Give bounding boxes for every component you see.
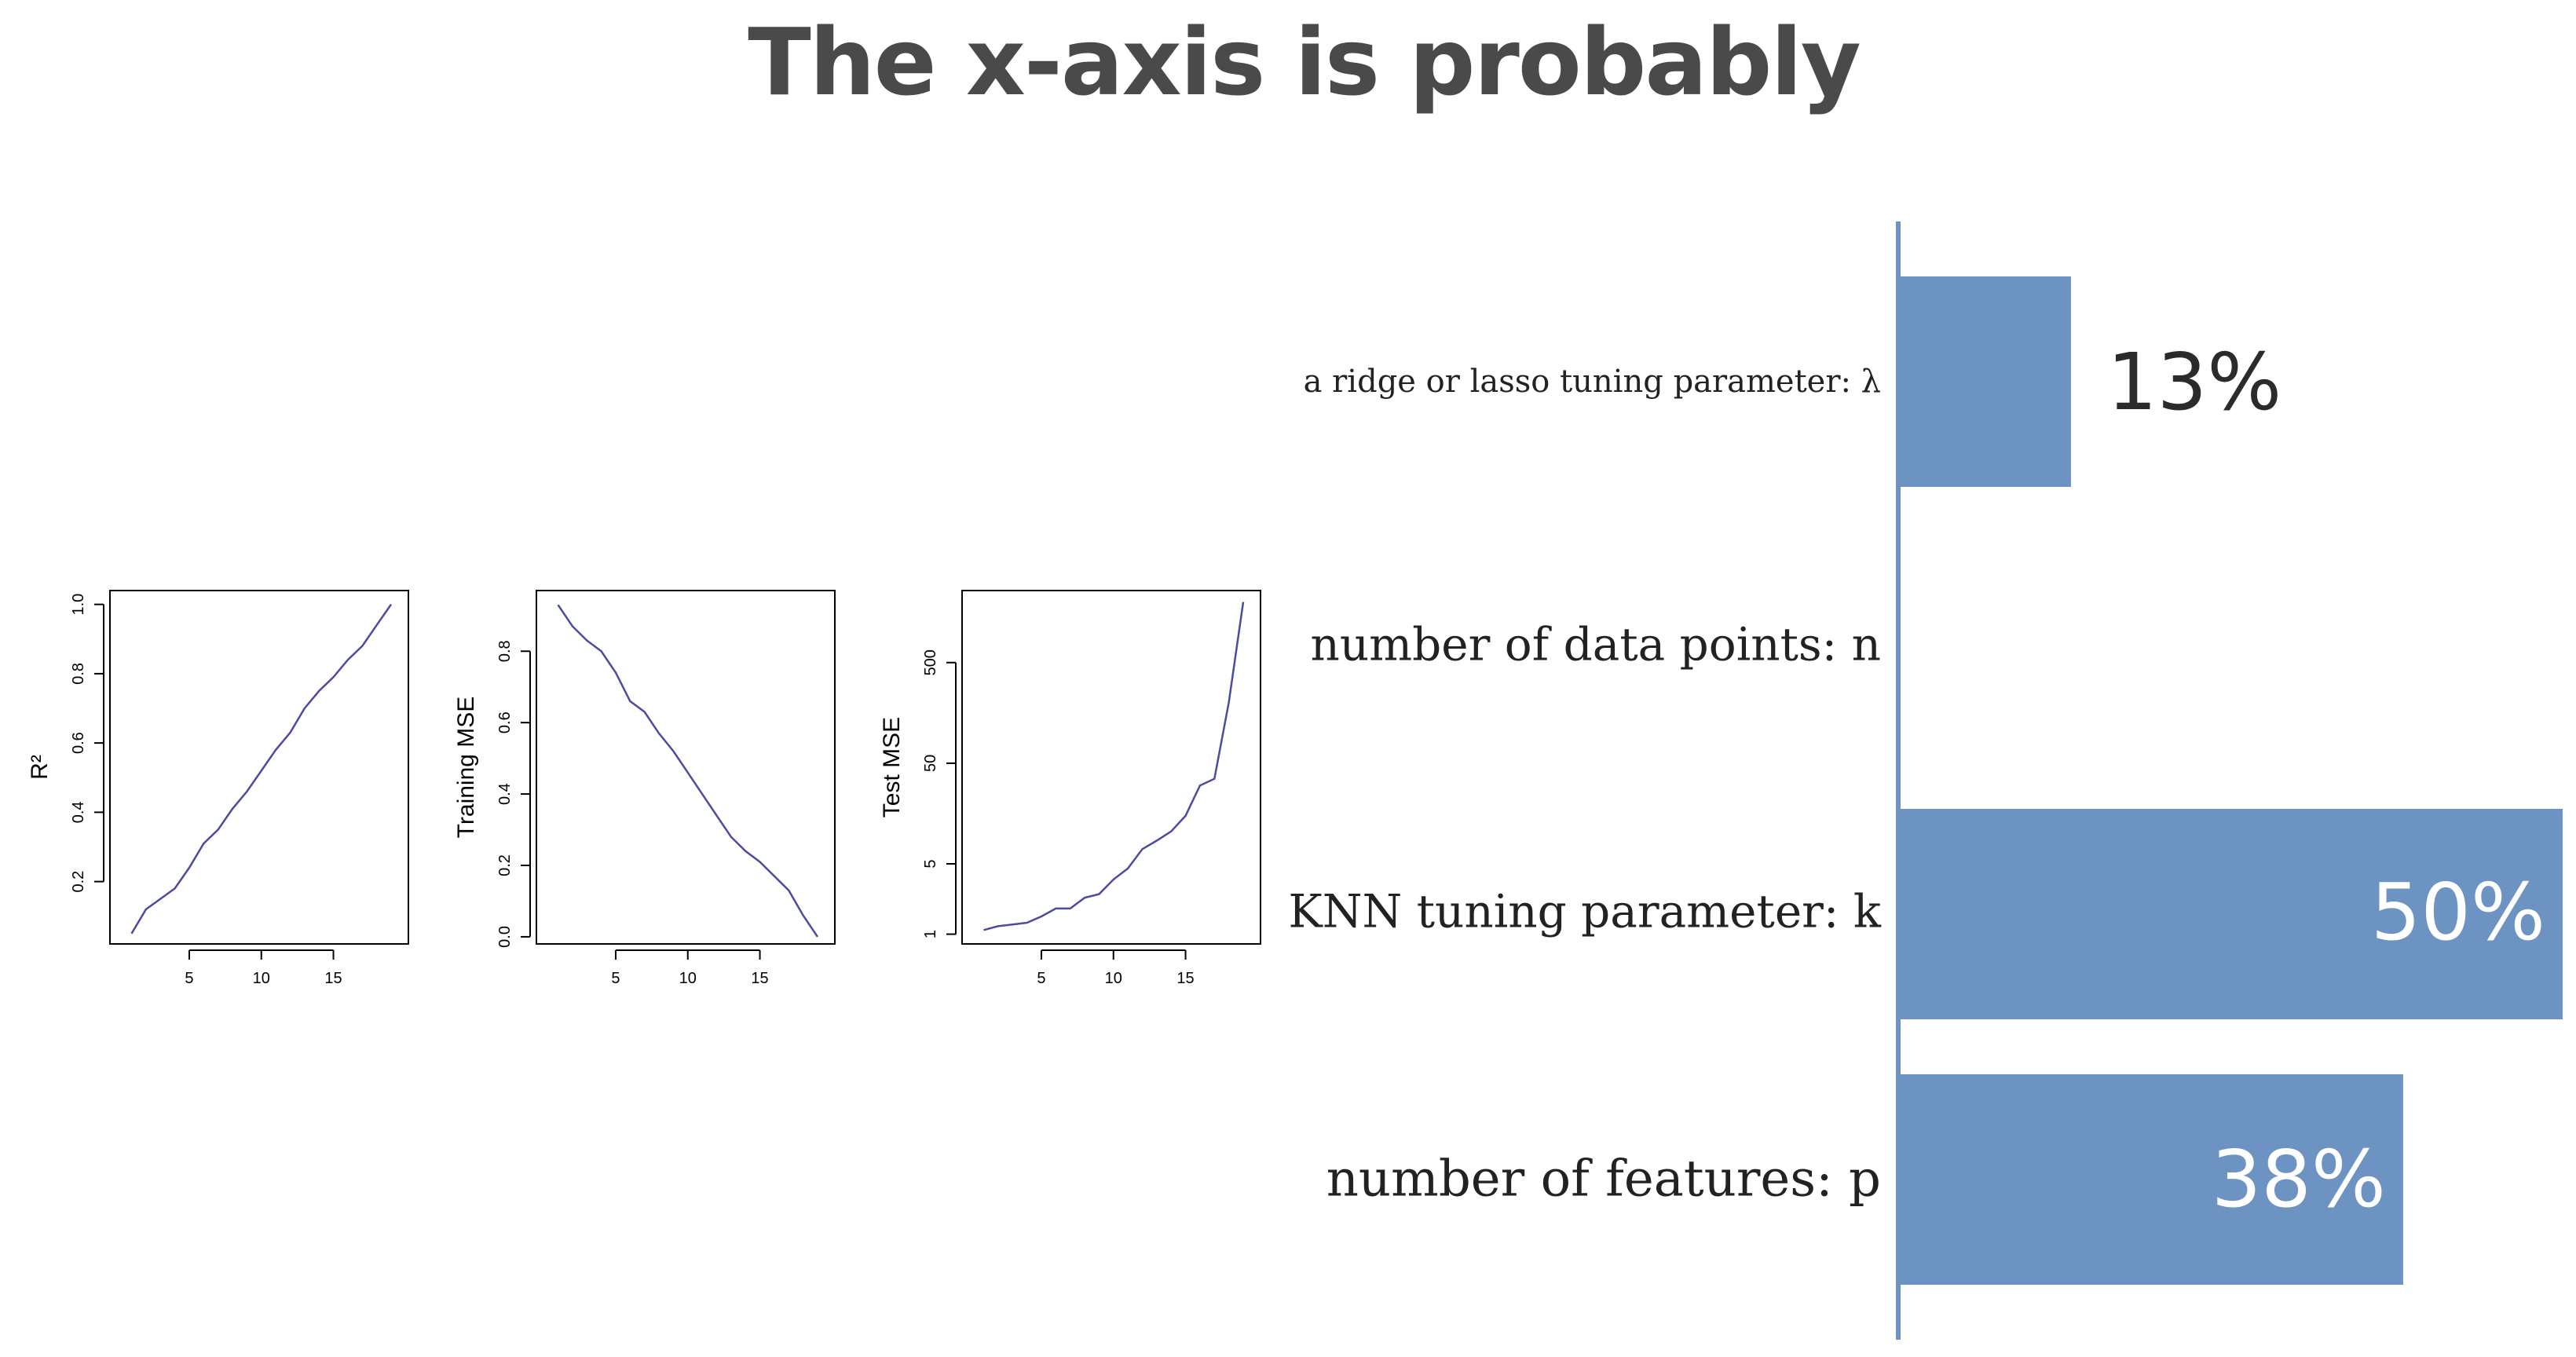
x-tick-label: 15 (1176, 970, 1194, 987)
series-line (983, 602, 1245, 931)
value-label: 13% (2107, 336, 2281, 428)
plot-2: 5 10 15 0.0 0.2 0.4 0.6 0.8 Training MSE (453, 590, 836, 987)
y-axis-label: Training MSE (453, 697, 479, 839)
bar-1 (1898, 276, 2071, 487)
x-tick-label: 5 (611, 970, 620, 987)
x-tick-label: 10 (253, 970, 270, 987)
plot-frame (536, 590, 836, 945)
y-tick-label: 5 (922, 859, 939, 868)
category-label: a ridge or lasso tuning parameter: λ (1304, 364, 1881, 400)
x-tick-label: 5 (1037, 970, 1045, 987)
y-tick-label: 1.0 (70, 594, 87, 616)
y-axis-label: R² (27, 755, 53, 780)
plot-1: 5 10 15 0.2 0.4 0.6 0.8 1.0 R² (27, 590, 409, 987)
x-tick-label: 15 (324, 970, 342, 987)
series-line (557, 604, 819, 938)
category-label: number of features: p (1326, 1150, 1881, 1208)
plot-frame (109, 590, 409, 945)
category-label: number of data points: n (1310, 617, 1881, 671)
plot-frame (961, 590, 1261, 945)
category-label: KNN tuning parameter: k (1288, 884, 1881, 938)
bar-3 (1898, 809, 2563, 1019)
y-tick-label: 0.8 (70, 663, 87, 685)
y-tick-label: 0.0 (496, 926, 514, 948)
x-tick-label: 10 (679, 970, 697, 987)
y-tick-label: 0.4 (70, 801, 87, 823)
y-tick-label: 0.2 (70, 871, 87, 893)
value-label: 50% (2371, 866, 2545, 958)
y-tick-label: 0.6 (70, 732, 87, 754)
value-label: 38% (2212, 1133, 2386, 1225)
slide-title: The x-axis is probably (748, 8, 1861, 116)
x-tick-label: 5 (185, 970, 193, 987)
poll-bar-chart: a ridge or lasso tuning parameter: λ 13% n… (1288, 221, 2563, 1340)
x-tick-label: 15 (751, 970, 768, 987)
y-tick-label: 0.4 (496, 783, 514, 805)
y-tick-label: 50 (922, 755, 939, 772)
y-tick-label: 0.2 (496, 854, 514, 876)
y-tick-label: 500 (922, 649, 939, 675)
y-tick-label: 0.6 (496, 711, 514, 733)
x-tick-label: 10 (1105, 970, 1122, 987)
y-axis-label: Test MSE (879, 717, 905, 817)
y-tick-label: 1 (922, 930, 939, 938)
y-tick-label: 0.8 (496, 640, 514, 662)
bar-4 (1898, 1074, 2403, 1285)
series-line (130, 603, 393, 935)
